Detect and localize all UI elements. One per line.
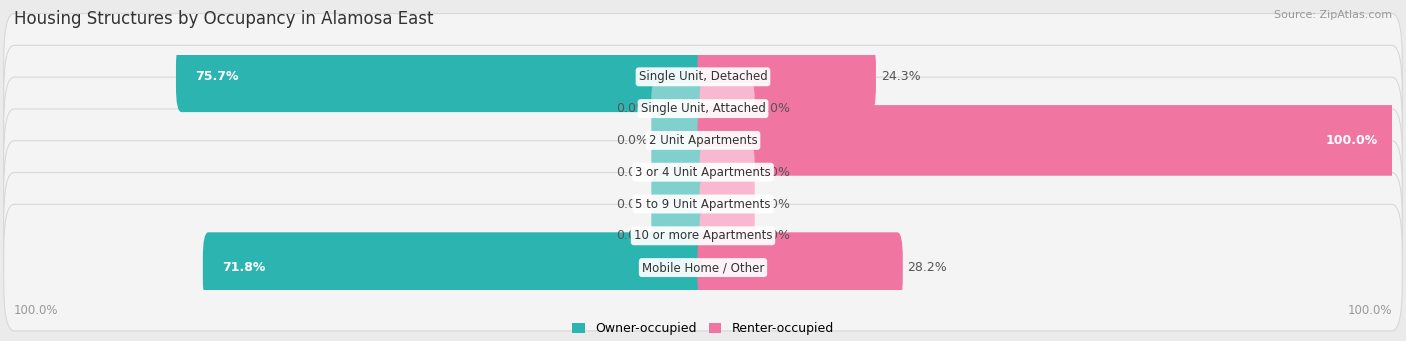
Text: 0.0%: 0.0%: [616, 197, 648, 210]
FancyBboxPatch shape: [700, 83, 755, 134]
Text: 0.0%: 0.0%: [758, 197, 790, 210]
Text: 0.0%: 0.0%: [616, 102, 648, 115]
FancyBboxPatch shape: [651, 146, 706, 198]
Text: Single Unit, Detached: Single Unit, Detached: [638, 70, 768, 83]
FancyBboxPatch shape: [4, 109, 1402, 236]
FancyBboxPatch shape: [700, 146, 755, 198]
FancyBboxPatch shape: [700, 178, 755, 230]
Text: 100.0%: 100.0%: [14, 304, 59, 317]
FancyBboxPatch shape: [4, 45, 1402, 172]
Text: 71.8%: 71.8%: [222, 261, 266, 274]
Text: Housing Structures by Occupancy in Alamosa East: Housing Structures by Occupancy in Alamo…: [14, 10, 433, 28]
FancyBboxPatch shape: [4, 173, 1402, 299]
Text: 0.0%: 0.0%: [616, 166, 648, 179]
Legend: Owner-occupied, Renter-occupied: Owner-occupied, Renter-occupied: [572, 322, 834, 335]
Text: 0.0%: 0.0%: [616, 134, 648, 147]
Text: 75.7%: 75.7%: [195, 70, 239, 83]
FancyBboxPatch shape: [4, 77, 1402, 204]
FancyBboxPatch shape: [176, 42, 709, 112]
Text: Mobile Home / Other: Mobile Home / Other: [641, 261, 765, 274]
FancyBboxPatch shape: [651, 115, 706, 166]
Text: 5 to 9 Unit Apartments: 5 to 9 Unit Apartments: [636, 197, 770, 210]
FancyBboxPatch shape: [697, 105, 1398, 176]
Text: 2 Unit Apartments: 2 Unit Apartments: [648, 134, 758, 147]
Text: 10 or more Apartments: 10 or more Apartments: [634, 229, 772, 242]
Text: 0.0%: 0.0%: [758, 166, 790, 179]
Text: 3 or 4 Unit Apartments: 3 or 4 Unit Apartments: [636, 166, 770, 179]
FancyBboxPatch shape: [697, 42, 876, 112]
FancyBboxPatch shape: [651, 210, 706, 262]
Text: 0.0%: 0.0%: [758, 229, 790, 242]
Text: Source: ZipAtlas.com: Source: ZipAtlas.com: [1274, 10, 1392, 20]
FancyBboxPatch shape: [700, 210, 755, 262]
FancyBboxPatch shape: [4, 141, 1402, 267]
Text: 100.0%: 100.0%: [1347, 304, 1392, 317]
FancyBboxPatch shape: [4, 14, 1402, 140]
Text: 24.3%: 24.3%: [880, 70, 921, 83]
Text: 28.2%: 28.2%: [908, 261, 948, 274]
FancyBboxPatch shape: [651, 83, 706, 134]
FancyBboxPatch shape: [697, 232, 903, 303]
FancyBboxPatch shape: [4, 204, 1402, 331]
Text: 0.0%: 0.0%: [758, 102, 790, 115]
FancyBboxPatch shape: [202, 232, 709, 303]
Text: Single Unit, Attached: Single Unit, Attached: [641, 102, 765, 115]
Text: 100.0%: 100.0%: [1326, 134, 1378, 147]
FancyBboxPatch shape: [651, 178, 706, 230]
Text: 0.0%: 0.0%: [616, 229, 648, 242]
